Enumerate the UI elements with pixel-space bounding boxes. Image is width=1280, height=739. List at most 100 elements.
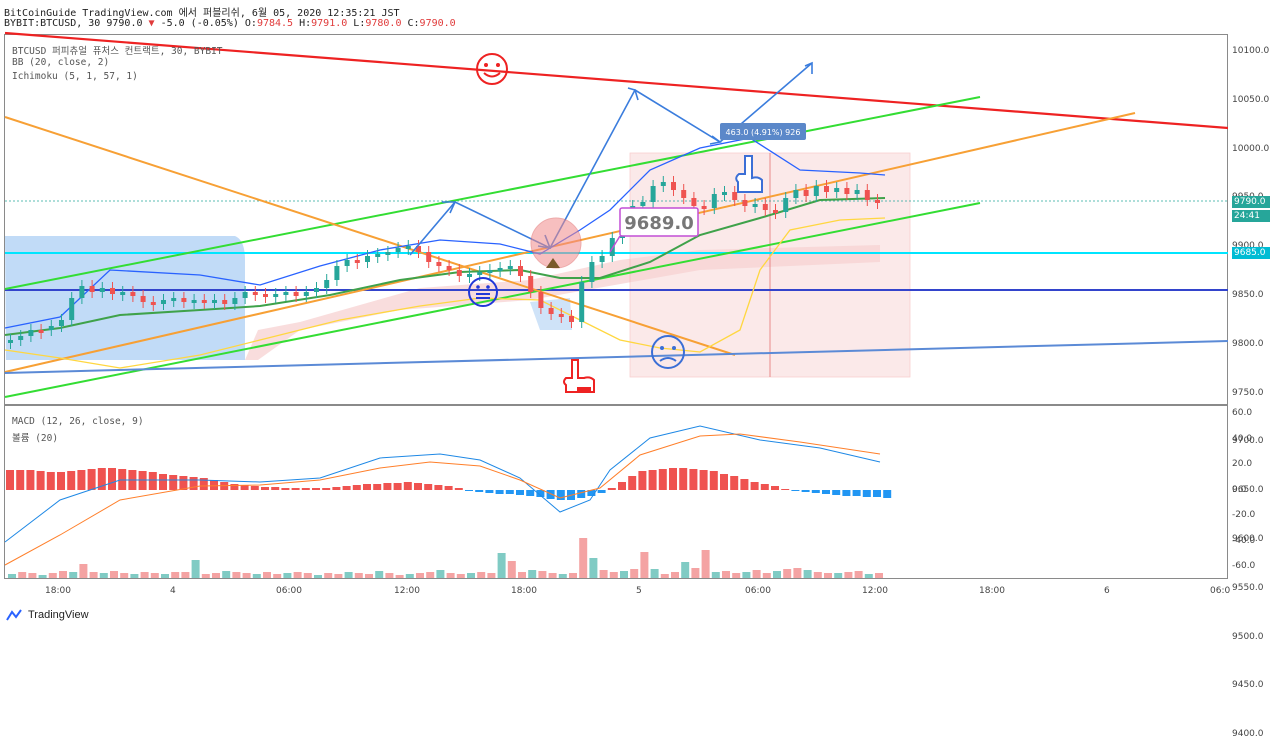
candle-body [416,246,421,252]
macd-hist-bar [454,488,463,490]
red-trendline[interactable] [4,31,1228,130]
volume-bar [752,570,761,578]
price-chart[interactable]: 463.0 (4.91%) 926 9689.0 [0,30,1228,590]
volume-bar [691,568,700,578]
volume-bar [609,572,618,578]
macd-hist-bar [210,480,218,490]
macd-pane[interactable] [4,405,1228,579]
macd-hist-bar [240,485,249,490]
volume-bar [161,574,169,578]
macd-legend[interactable]: MACD (12, 26, close, 9) [12,416,144,427]
orange-trendline-down[interactable] [4,116,736,356]
volume-bar [671,572,679,578]
up-marker-icon [546,258,560,268]
candle-body [8,340,13,343]
candle-body [232,298,238,304]
volume-bar [426,572,435,578]
macd-hist-bar [475,490,484,492]
level-price-label: 9685.0 [1232,247,1270,259]
candle-body [334,266,340,280]
candle-body [222,300,228,304]
macd-hist-bar [862,490,871,497]
volume-bar [8,574,16,578]
volume-bar [854,571,863,578]
macd-hist-bar [689,469,698,490]
green-trendline-upper[interactable] [4,96,981,290]
macd-hist-bar [536,490,545,497]
time-tick: 18:00 [511,586,537,596]
symbol-legend[interactable]: BTCUSD 퍼피츄얼 퓨처스 컨트랙트, 30, BYBIT [12,46,223,57]
volume-bar [405,574,414,578]
price-tick: 9900.0 [1232,241,1264,251]
candle-body [89,286,95,292]
macd-hist-bar [16,470,25,490]
ichimoku-legend[interactable]: Ichimoku (5, 1, 57, 1) [12,71,138,82]
macd-hist-bar [873,490,881,497]
macd-hist-bar [332,487,341,490]
candle-body [48,326,54,330]
macd-hist-bar [495,490,504,494]
open-value: 9784.5 [256,18,294,29]
volume-bar [232,572,241,578]
macd-hist-bar [465,490,473,491]
macd-hist-bar [852,490,861,496]
volume-bar [477,572,486,578]
candle-body [569,316,574,322]
high-label: H: [299,18,312,29]
macd-hist-bar [26,470,35,490]
time-tick: 18:00 [979,586,1005,596]
macd-hist-bar [720,474,728,490]
bb-legend[interactable]: BB (20, close, 2) [12,57,110,68]
macd-hist-bar [159,474,167,490]
candle-body [161,300,166,304]
volume-bar [314,575,322,578]
candle-body [477,272,483,275]
macd-hist-bar [648,470,657,490]
candle-body [354,260,360,263]
macd-hist-bar [291,488,300,490]
macd-hist-bar [444,486,453,490]
candle-body [711,194,717,208]
tradingview-logo[interactable]: TradingView [6,609,89,621]
price-tick: 9450.0 [1232,680,1264,691]
volume-bar [681,562,690,578]
candle-body [722,192,727,195]
macd-hist-bar [301,488,310,490]
price-tick: 9400.0 [1232,729,1264,739]
volume-legend[interactable]: 볼륨 (20) [12,433,59,444]
candle-body [426,252,432,262]
price-pane[interactable] [4,34,1228,405]
time-tick: 06:00 [745,586,771,596]
price-tick: 9500.0 [1232,631,1264,642]
green-trendline-lower[interactable] [4,202,981,398]
symbol: BYBIT:BTCUSD, 30 [4,18,101,29]
price-tick: 9650.0 [1232,485,1264,496]
volume-bar [283,573,292,578]
candle-body [844,188,850,194]
open-label: O: [244,18,257,29]
macd-hist-bar [87,469,96,490]
candle-body [528,276,534,292]
volume-bar [385,573,394,578]
low-value: 9780.0 [365,18,402,29]
macd-hist-bar [312,488,320,490]
blue-trendline[interactable] [4,340,1228,374]
volume-bar [640,552,649,578]
measure-label-bg [720,123,806,140]
candle-body [742,200,748,206]
macd-hist-bar [730,476,739,490]
macd-tick: 60.0 [1232,408,1253,418]
candle-body [793,190,799,198]
price-tick: 10000.0 [1232,143,1270,154]
price-callout-box[interactable] [619,207,699,237]
candle-body [640,202,646,206]
candle-body [864,190,870,200]
volume-bar [824,573,832,578]
macd-hist-bar [373,484,382,490]
volume-bar [518,572,526,578]
candle-body [69,298,75,320]
volume-bar [416,573,424,578]
volume-bar [263,572,271,578]
volume-bar [467,573,475,578]
macd-hist-bar [516,490,524,495]
